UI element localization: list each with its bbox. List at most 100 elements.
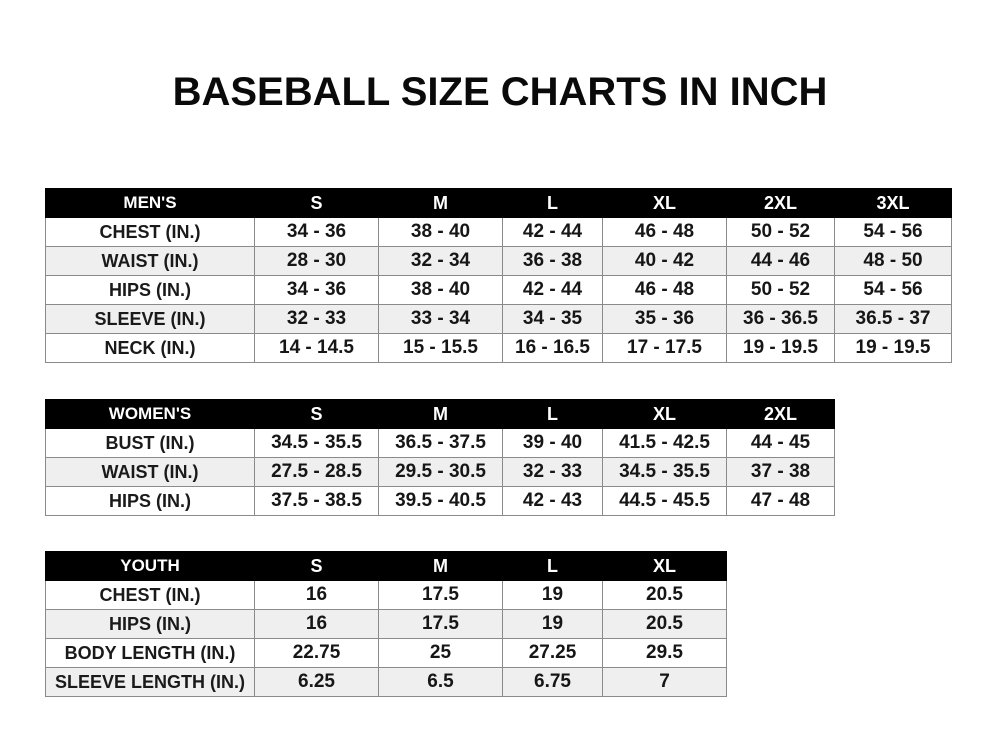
size-value: 47 - 48 <box>726 486 835 516</box>
size-header: XL <box>602 551 727 581</box>
header-row: WOMEN'S S M L XL 2XL <box>45 399 835 429</box>
size-value: 6.75 <box>502 667 603 697</box>
measurement-label: NECK (IN.) <box>45 333 255 363</box>
size-value: 50 - 52 <box>726 275 835 305</box>
page-title: BASEBALL SIZE CHARTS IN INCH <box>172 70 828 114</box>
mens-size-table: MEN'S S M L XL 2XL 3XL CHEST (IN.) 34 - 36 38 - 4… <box>45 188 952 363</box>
size-value: 19 - 19.5 <box>726 333 835 363</box>
size-value: 25 <box>378 638 503 668</box>
size-header: 3XL <box>834 188 952 218</box>
table-row: HIPS (IN.) 16 17.5 19 20.5 <box>45 609 727 639</box>
size-value: 19 - 19.5 <box>834 333 952 363</box>
measurement-label: CHEST (IN.) <box>45 217 255 247</box>
size-value: 54 - 56 <box>834 275 952 305</box>
size-value: 34.5 - 35.5 <box>602 457 727 487</box>
size-header: L <box>502 551 603 581</box>
size-value: 6.5 <box>378 667 503 697</box>
size-header: M <box>378 551 503 581</box>
size-value: 44 - 45 <box>726 428 835 458</box>
table-row: SLEEVE (IN.) 32 - 33 33 - 34 34 - 35 35 - 36… <box>45 304 952 334</box>
size-value: 6.25 <box>254 667 379 697</box>
measurement-label: SLEEVE LENGTH (IN.) <box>45 667 255 697</box>
size-value: 34 - 36 <box>254 275 379 305</box>
size-value: 36.5 - 37.5 <box>378 428 503 458</box>
size-value: 32 - 33 <box>254 304 379 334</box>
size-header: 2XL <box>726 188 835 218</box>
size-value: 27.5 - 28.5 <box>254 457 379 487</box>
womens-size-table: WOMEN'S S M L XL 2XL BUST (IN.) 34.5 - 35.5 36.5… <box>45 399 835 516</box>
size-value: 38 - 40 <box>378 275 503 305</box>
size-value: 41.5 - 42.5 <box>602 428 727 458</box>
table-row: BODY LENGTH (IN.) 22.75 25 27.25 29.5 <box>45 638 727 668</box>
size-header: S <box>254 551 379 581</box>
size-value: 7 <box>602 667 727 697</box>
measurement-label: CHEST (IN.) <box>45 580 255 610</box>
size-value: 44.5 - 45.5 <box>602 486 727 516</box>
header-row: YOUTH S M L XL <box>45 551 727 581</box>
size-header: XL <box>602 188 727 218</box>
size-value: 17 - 17.5 <box>602 333 727 363</box>
category-header: MEN'S <box>45 188 255 218</box>
size-value: 42 - 43 <box>502 486 603 516</box>
size-header: M <box>378 188 503 218</box>
table-row: CHEST (IN.) 34 - 36 38 - 40 42 - 44 46 - 48 5… <box>45 217 952 247</box>
size-header: S <box>254 188 379 218</box>
size-value: 40 - 42 <box>602 246 727 276</box>
measurement-label: HIPS (IN.) <box>45 486 255 516</box>
size-header: XL <box>602 399 727 429</box>
measurement-label: BODY LENGTH (IN.) <box>45 638 255 668</box>
size-value: 29.5 - 30.5 <box>378 457 503 487</box>
measurement-label: HIPS (IN.) <box>45 275 255 305</box>
header-row: MEN'S S M L XL 2XL 3XL <box>45 188 952 218</box>
table-row: BUST (IN.) 34.5 - 35.5 36.5 - 37.5 39 - 40 4… <box>45 428 835 458</box>
measurement-label: WAIST (IN.) <box>45 457 255 487</box>
table-row: WAIST (IN.) 27.5 - 28.5 29.5 - 30.5 32 - 33… <box>45 457 835 487</box>
table-row: HIPS (IN.) 34 - 36 38 - 40 42 - 44 46 - 48 50… <box>45 275 952 305</box>
size-value: 28 - 30 <box>254 246 379 276</box>
measurement-label: BUST (IN.) <box>45 428 255 458</box>
size-value: 17.5 <box>378 580 503 610</box>
size-value: 37 - 38 <box>726 457 835 487</box>
size-value: 46 - 48 <box>602 217 727 247</box>
size-value: 33 - 34 <box>378 304 503 334</box>
size-value: 29.5 <box>602 638 727 668</box>
size-value: 50 - 52 <box>726 217 835 247</box>
size-value: 17.5 <box>378 609 503 639</box>
size-value: 34 - 36 <box>254 217 379 247</box>
size-value: 42 - 44 <box>502 275 603 305</box>
size-value: 48 - 50 <box>834 246 952 276</box>
size-value: 32 - 33 <box>502 457 603 487</box>
size-header: 2XL <box>726 399 835 429</box>
measurement-label: HIPS (IN.) <box>45 609 255 639</box>
size-value: 42 - 44 <box>502 217 603 247</box>
size-value: 32 - 34 <box>378 246 503 276</box>
size-value: 20.5 <box>602 609 727 639</box>
youth-size-table: YOUTH S M L XL CHEST (IN.) 16 17.5 19 20.5 HIPS (I… <box>45 551 727 697</box>
size-value: 46 - 48 <box>602 275 727 305</box>
size-value: 27.25 <box>502 638 603 668</box>
size-value: 15 - 15.5 <box>378 333 503 363</box>
size-value: 16 <box>254 580 379 610</box>
size-header: M <box>378 399 503 429</box>
table-row: NECK (IN.) 14 - 14.5 15 - 15.5 16 - 16.5 17 … <box>45 333 952 363</box>
size-header: L <box>502 188 603 218</box>
size-value: 37.5 - 38.5 <box>254 486 379 516</box>
table-row: CHEST (IN.) 16 17.5 19 20.5 <box>45 580 727 610</box>
category-header: WOMEN'S <box>45 399 255 429</box>
size-value: 54 - 56 <box>834 217 952 247</box>
table-row: HIPS (IN.) 37.5 - 38.5 39.5 - 40.5 42 - 43 4… <box>45 486 835 516</box>
size-header: L <box>502 399 603 429</box>
size-value: 20.5 <box>602 580 727 610</box>
category-header: YOUTH <box>45 551 255 581</box>
size-value: 36.5 - 37 <box>834 304 952 334</box>
size-value: 39 - 40 <box>502 428 603 458</box>
size-value: 34 - 35 <box>502 304 603 334</box>
size-value: 36 - 36.5 <box>726 304 835 334</box>
size-value: 34.5 - 35.5 <box>254 428 379 458</box>
size-value: 38 - 40 <box>378 217 503 247</box>
size-header: S <box>254 399 379 429</box>
measurement-label: SLEEVE (IN.) <box>45 304 255 334</box>
size-value: 22.75 <box>254 638 379 668</box>
size-value: 19 <box>502 609 603 639</box>
size-value: 36 - 38 <box>502 246 603 276</box>
